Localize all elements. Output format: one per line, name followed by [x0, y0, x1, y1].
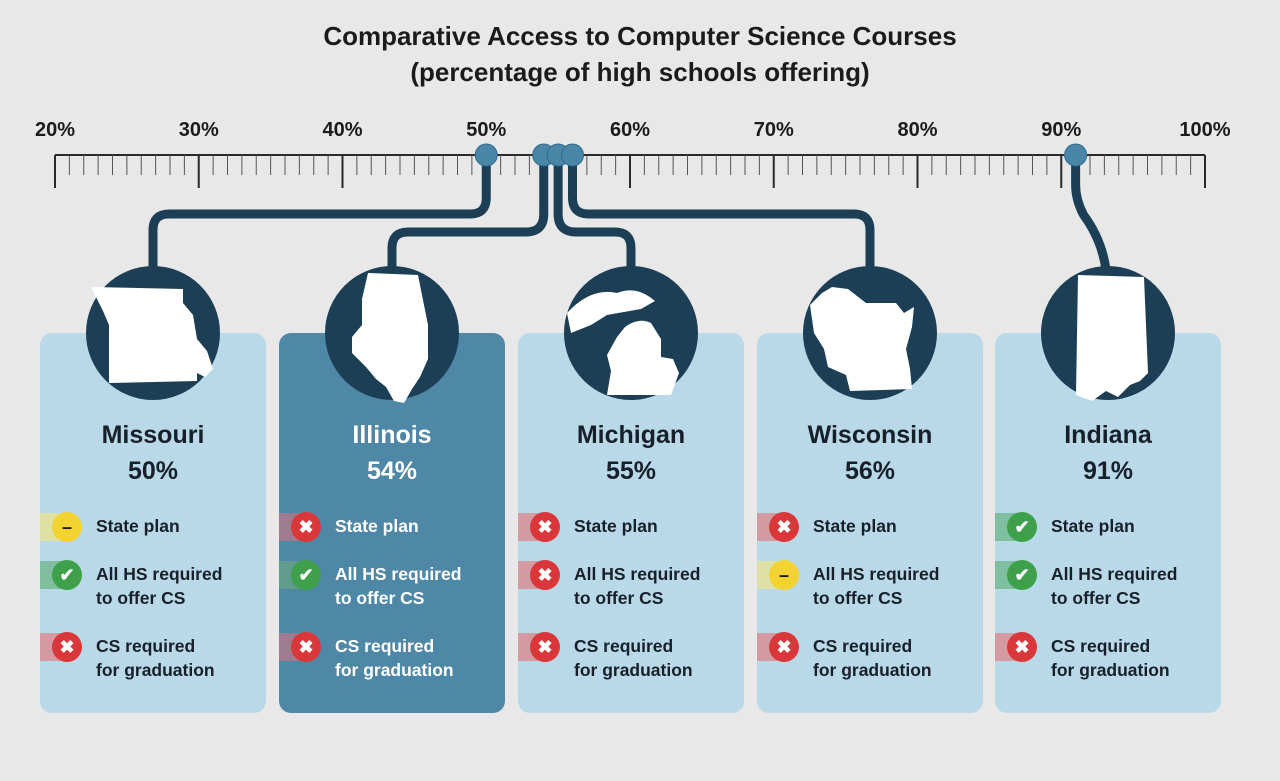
state-percentage: 54% — [366, 457, 418, 485]
x-tick-label: 40% — [322, 119, 362, 141]
state-card-indiana: Indiana 91% ✔ State plan ✔ All HS required to… — [995, 333, 1221, 713]
x-tick-label: 30% — [179, 119, 219, 141]
connector-michigan — [553, 150, 636, 275]
criterion-label: CS required for graduation — [335, 636, 454, 680]
state-name: Indiana — [1064, 421, 1152, 449]
x-tick-label: 80% — [897, 119, 937, 141]
criterion-label: CS required for graduation — [813, 636, 932, 680]
x-icon: ✖ — [530, 632, 560, 662]
x-icon: ✖ — [1007, 632, 1037, 662]
x-icon: ✖ — [291, 512, 321, 542]
axis: 20% 30% 40% 50% 60% 70% 80% 90% 100% — [35, 119, 1231, 188]
state-percentage: 55% — [605, 457, 657, 485]
state-card-illinois: Illinois 54% ✖ State plan ✔ All HS required t… — [279, 333, 505, 713]
minus-icon: – — [769, 560, 799, 590]
x-tick-label: 50% — [466, 119, 506, 141]
x-tick-label: 100% — [1179, 119, 1230, 141]
criterion-label: All HS required to offer CS — [96, 564, 223, 608]
marker-missouri — [474, 143, 498, 167]
criterion-label: CS required for graduation — [574, 636, 693, 680]
state-percentage: 50% — [127, 457, 179, 485]
x-icon: ✖ — [530, 512, 560, 542]
connector-wisconsin — [568, 150, 875, 275]
x-icon: ✖ — [769, 512, 799, 542]
state-name: Wisconsin — [807, 421, 933, 449]
check-icon: ✔ — [291, 560, 321, 590]
criterion-label: State plan — [813, 516, 897, 536]
x-tick-label: 60% — [610, 119, 650, 141]
x-tick-label: 70% — [754, 119, 794, 141]
state-name: Illinois — [352, 421, 432, 449]
check-icon: ✔ — [1007, 560, 1037, 590]
chart-subtitle: (percentage of high schools offering) — [410, 57, 870, 87]
state-name: Missouri — [101, 421, 205, 449]
x-icon: ✖ — [530, 560, 560, 590]
criterion-label: All HS required to offer CS — [1051, 564, 1178, 608]
state-name: Michigan — [576, 421, 686, 449]
connector-illinois — [387, 150, 549, 275]
marker-wisconsin — [561, 143, 584, 167]
criterion-label: CS required for graduation — [1051, 636, 1170, 680]
state-card-missouri: Missouri 50% – State plan ✔ All HS required t… — [40, 333, 266, 713]
connector-missouri — [148, 150, 491, 275]
connector-indiana — [1071, 150, 1111, 275]
connectors — [148, 150, 1111, 275]
x-tick-label: 20% — [35, 119, 75, 141]
chart-title-block: Comparative Access to Computer Science C… — [0, 18, 1280, 90]
marker-indiana — [1064, 143, 1088, 167]
x-icon: ✖ — [291, 632, 321, 662]
check-icon: ✔ — [52, 560, 82, 590]
criterion-label: State plan — [335, 516, 419, 536]
markers — [474, 143, 1088, 167]
criterion-label: State plan — [96, 516, 180, 536]
minus-icon: – — [52, 512, 82, 542]
state-card-michigan: Michigan 55% ✖ State plan ✖ All HS required t… — [518, 333, 744, 713]
state-percentage: 56% — [844, 457, 896, 485]
check-icon: ✔ — [1007, 512, 1037, 542]
x-tick-label: 90% — [1041, 119, 1081, 141]
criterion-label: CS required for graduation — [96, 636, 215, 680]
state-percentage: 91% — [1082, 457, 1134, 485]
chart-title: Comparative Access to Computer Science C… — [323, 21, 957, 51]
x-icon: ✖ — [769, 632, 799, 662]
state-card-wisconsin: Wisconsin 56% ✖ State plan – All HS required … — [757, 333, 983, 713]
criterion-label: All HS required to offer CS — [335, 564, 462, 608]
criterion-label: All HS required to offer CS — [813, 564, 940, 608]
criterion-label: State plan — [574, 516, 658, 536]
criterion-label: All HS required to offer CS — [574, 564, 701, 608]
x-icon: ✖ — [52, 632, 82, 662]
criterion-label: State plan — [1051, 516, 1135, 536]
